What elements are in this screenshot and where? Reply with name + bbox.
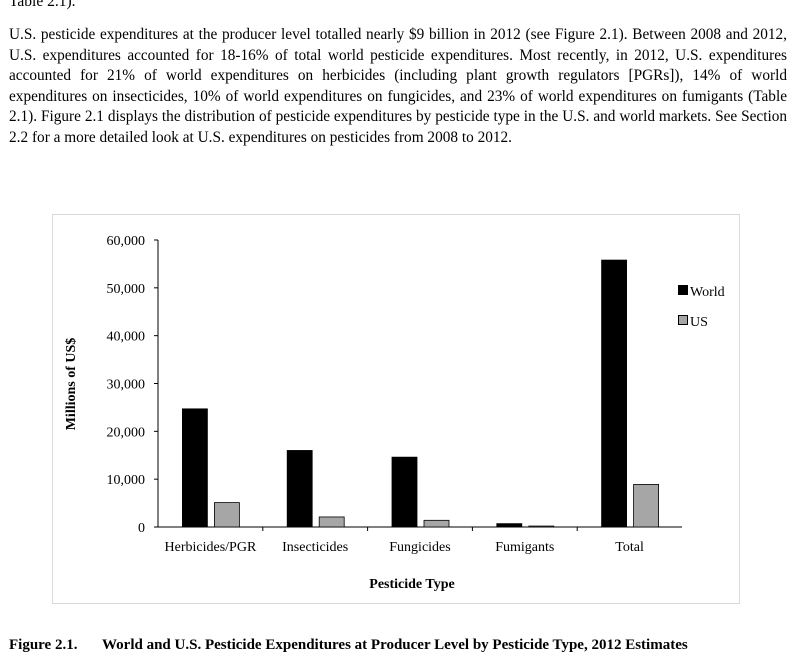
legend-label-us: US bbox=[690, 315, 708, 330]
x-tick-label: Total bbox=[615, 540, 644, 555]
figure-title: World and U.S. Pesticide Expenditures at… bbox=[102, 637, 688, 653]
y-tick-label: 50,000 bbox=[107, 282, 146, 297]
y-tick-label: 0 bbox=[138, 521, 145, 536]
y-tick-label: 30,000 bbox=[107, 378, 146, 393]
y-tick-label: 60,000 bbox=[107, 234, 146, 249]
legend-item-world: World bbox=[678, 285, 725, 301]
y-tick-label: 20,000 bbox=[107, 425, 146, 440]
bar-world-herbicides-pgr bbox=[181, 408, 208, 528]
x-tick-label: Fungicides bbox=[389, 540, 450, 555]
body-paragraph: U.S. pesticide expenditures at the produ… bbox=[9, 26, 787, 146]
bar-us-fungicides bbox=[423, 519, 450, 528]
bar-us-insecticides bbox=[318, 516, 345, 528]
figure-number: Figure 2.1. bbox=[9, 637, 78, 653]
bar-world-fungicides bbox=[391, 456, 418, 528]
bar-us-fumigants bbox=[528, 525, 555, 528]
legend-swatch-us bbox=[678, 315, 688, 325]
legend-label-world: World bbox=[690, 285, 725, 300]
x-tick-label: Fumigants bbox=[495, 540, 554, 555]
previous-paragraph-end: Table 2.1). bbox=[9, 0, 76, 10]
legend-item-us: US bbox=[678, 315, 708, 331]
x-tick-label: Insecticides bbox=[282, 540, 348, 555]
figure-caption: Figure 2.1. World and U.S. Pesticide Expe… bbox=[9, 637, 688, 654]
bar-world-fumigants bbox=[496, 523, 523, 528]
figure-frame bbox=[52, 214, 740, 604]
y-tick-label: 40,000 bbox=[107, 330, 146, 345]
bar-us-herbicides-pgr bbox=[213, 502, 240, 528]
bar-us-total bbox=[633, 484, 659, 528]
legend-swatch-world bbox=[678, 285, 688, 295]
bar-world-insecticides bbox=[286, 450, 313, 528]
y-tick-label: 10,000 bbox=[107, 473, 146, 488]
x-tick-label: Herbicides/PGR bbox=[165, 540, 257, 555]
bar-chart: 0 10,000 20,000 30,000 40,000 50,000 60,000 Her… bbox=[107, 234, 682, 555]
bar-world-total bbox=[601, 259, 627, 528]
x-axis-title: Pesticide Type bbox=[369, 577, 455, 592]
y-axis-title: Millions of US$ bbox=[64, 337, 79, 431]
